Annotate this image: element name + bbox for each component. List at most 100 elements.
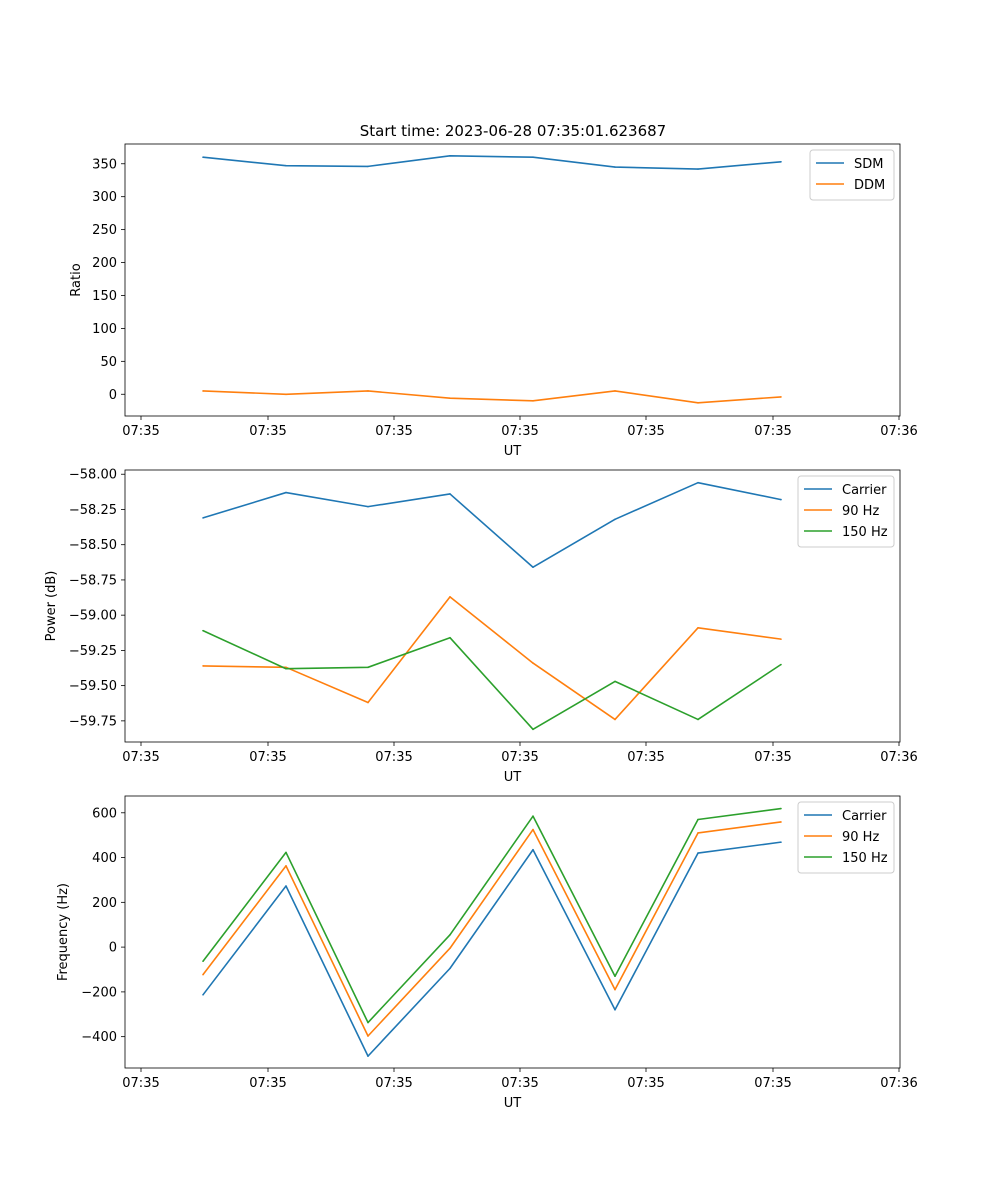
power-data-point (697, 627, 699, 629)
frequency-x-tick-label: 07:35 (627, 1076, 664, 1091)
ratio-x-tick-label: 07:36 (880, 424, 917, 439)
frequency-data-point (614, 1008, 616, 1011)
frequency-data-point (780, 821, 782, 823)
ratio-data-point (532, 400, 534, 402)
frequency-data-point (449, 947, 451, 950)
frequency-y-tick-label: −400 (81, 1030, 117, 1045)
frequency-y-tick-label: 400 (92, 851, 117, 866)
ratio-y-tick-label: 0 (109, 388, 117, 403)
ratio-data-point (285, 164, 287, 167)
ratio-series-line-sdm (202, 155, 782, 170)
ratio-data-point (780, 160, 782, 163)
power-y-tick-label: −58.50 (69, 538, 117, 553)
power-data-point (449, 596, 451, 598)
frequency-data-point (285, 885, 287, 887)
frequency-data-point (202, 960, 204, 963)
ratio-y-tick-label: 300 (92, 190, 117, 205)
frequency-data-point (367, 1035, 369, 1037)
frequency-data-point (697, 818, 699, 821)
frequency-data-point (285, 865, 287, 867)
power-y-tick-label: −58.00 (69, 468, 117, 483)
power-x-tick-label: 07:35 (501, 750, 538, 765)
power-data-point (697, 481, 699, 484)
frequency-legend-label: 150 Hz (842, 851, 888, 866)
frequency-y-tick-label: 200 (92, 896, 117, 911)
frequency-data-point (449, 967, 451, 970)
ratio-data-point (697, 402, 699, 404)
frequency-legend-label: Carrier (842, 809, 887, 824)
power-data-point (614, 680, 616, 683)
frequency-data-point (202, 973, 204, 976)
frequency-data-point (697, 832, 699, 834)
ratio-data-point (532, 156, 534, 158)
ratio-legend: SDM DDM (809, 149, 895, 201)
power-series-line-carrier (202, 481, 782, 569)
frequency-axes-frame (124, 795, 901, 1069)
power-x-tick-label: 07:36 (880, 750, 917, 765)
power-data-point (449, 493, 451, 495)
ratio-data-point (614, 166, 616, 168)
power-y-tick-label: −59.00 (69, 609, 117, 624)
ratio-y-tick-label: 100 (92, 322, 117, 337)
power-data-point (285, 491, 287, 494)
frequency-data-point (532, 828, 534, 831)
power-data-point (367, 666, 369, 669)
ratio-axes-frame (124, 143, 901, 417)
frequency-data-point (532, 848, 534, 851)
power-data-point (780, 663, 782, 666)
ratio-data-point (202, 156, 204, 158)
frequency-y-axis-label: Frequency (Hz) (56, 883, 71, 981)
ratio-legend-label: SDM (854, 157, 883, 172)
power-x-tick-label: 07:35 (754, 750, 791, 765)
frequency-x-tick-label: 07:36 (880, 1076, 917, 1091)
frequency-x-tick-label: 07:35 (754, 1076, 791, 1091)
ratio-x-tick-label: 07:35 (122, 424, 159, 439)
frequency-y-tick-label: 600 (92, 806, 117, 821)
frequency-y-tick-label: 0 (109, 941, 117, 956)
ratio-y-tick-label: 150 (92, 289, 117, 304)
ratio-data-point (780, 396, 782, 398)
power-data-point (697, 718, 699, 721)
power-legend-label: 90 Hz (842, 504, 879, 519)
figure-title: Start time: 2023-06-28 07:35:01.623687 (360, 122, 666, 140)
power-data-point (202, 517, 204, 519)
frequency-x-tick-label: 07:35 (122, 1076, 159, 1091)
ratio-data-point (285, 393, 287, 396)
frequency-data-point (780, 841, 782, 843)
ratio-x-tick-label: 07:35 (754, 424, 791, 439)
frequency-y-tick-label: −200 (81, 985, 117, 1000)
power-data-point (532, 662, 534, 664)
power-series-line-150-hz (202, 629, 782, 731)
frequency-data-point (285, 851, 287, 854)
ratio-y-tick-label: 250 (92, 223, 117, 238)
power-data-point (285, 667, 287, 670)
ratio-data-point (614, 390, 616, 392)
power-data-point (367, 701, 369, 704)
power-y-tick-label: −58.75 (69, 573, 117, 588)
ratio-x-tick-label: 07:35 (249, 424, 286, 439)
power-legend: Carrier 90 Hz 150 Hz (797, 475, 895, 548)
ratio-data-point (367, 390, 369, 392)
power-legend-label: 150 Hz (842, 525, 888, 540)
frequency-data-point (367, 1021, 369, 1024)
frequency-legend-label: 90 Hz (842, 830, 879, 845)
power-x-tick-label: 07:35 (627, 750, 664, 765)
power-legend-label: Carrier (842, 483, 887, 498)
power-y-tick-label: −58.25 (69, 503, 117, 518)
power-data-point (614, 518, 616, 521)
power-series-line-90-hz (202, 596, 782, 721)
frequency-data-point (780, 807, 782, 810)
power-x-tick-label: 07:35 (375, 750, 412, 765)
frequency-series-line-90-hz (202, 821, 782, 1037)
power-panel: 07:35 07:35 07:35 07:35 07:35 07:35 07:36 −59.7… (44, 468, 918, 785)
frequency-data-point (614, 975, 616, 978)
power-x-tick-label: 07:35 (249, 750, 286, 765)
ratio-x-axis-label: UT (504, 444, 522, 459)
frequency-x-tick-label: 07:35 (249, 1076, 286, 1091)
frequency-series-line-150-hz (202, 807, 782, 1024)
ratio-y-axis-label: Ratio (69, 263, 84, 296)
frequency-x-tick-label: 07:35 (501, 1076, 538, 1091)
ratio-data-point (697, 168, 699, 170)
power-y-tick-label: −59.75 (69, 714, 117, 729)
